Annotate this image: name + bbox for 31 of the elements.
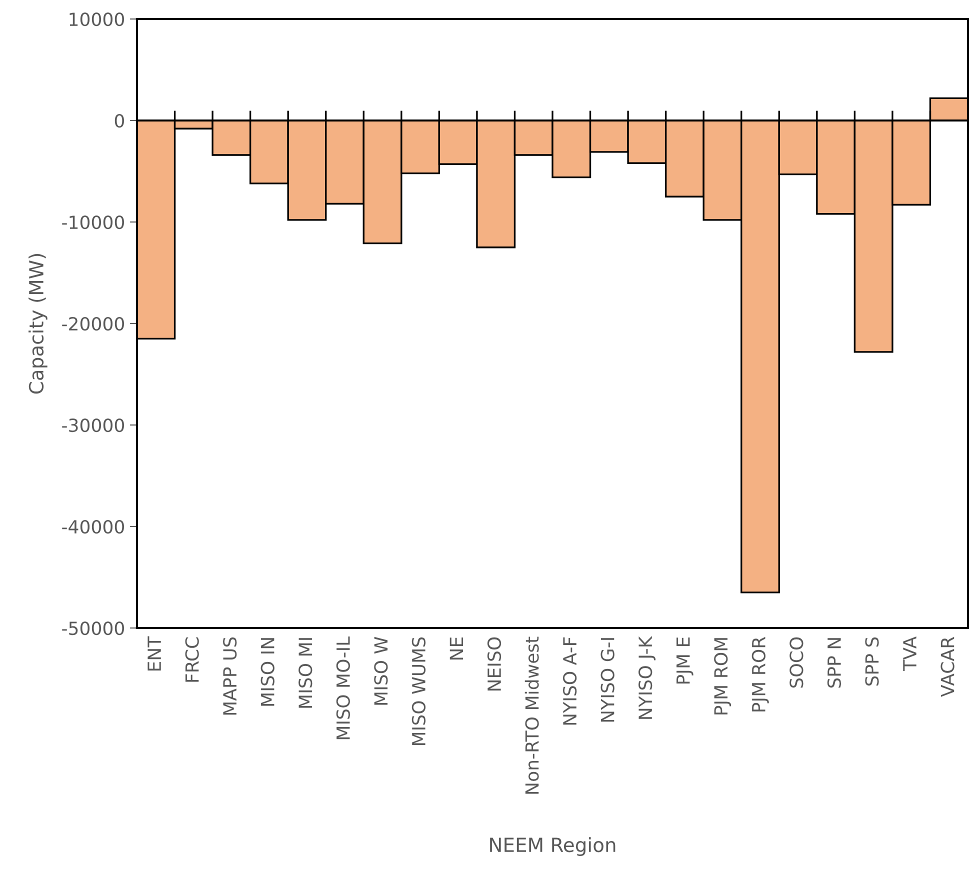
x-tick-label: NE <box>450 637 464 660</box>
x-tick-label: Non-RTO Midwest <box>524 636 539 794</box>
x-tick-label: SPP S <box>865 637 879 686</box>
x-tick-label: MISO IN <box>260 638 274 706</box>
x-tick-label: MISO MI <box>298 638 312 708</box>
x-tick-label: PJM ROR <box>752 636 769 712</box>
x-tick-label: MISO WUMS <box>412 637 426 745</box>
x-tick-label: MISO W <box>374 636 388 705</box>
x-tick-label: NYISO J-K <box>638 636 656 719</box>
y-axis-title: Capacity (MW) <box>28 254 48 394</box>
x-tick-label: SOCO <box>790 637 804 688</box>
y-tick-label: -50000 <box>62 621 124 636</box>
x-tick-label: MISO MO-IL <box>336 636 350 740</box>
y-tick-label: -40000 <box>62 520 124 534</box>
y-tick-label: 0 <box>114 114 124 128</box>
x-tick-label: NYISO A-F <box>562 637 577 725</box>
x-tick-label: ENT <box>148 636 161 671</box>
y-tick-label: -30000 <box>62 418 124 432</box>
x-tick-label: VACAR <box>940 636 954 697</box>
y-tick-label: -10000 <box>62 215 124 230</box>
x-tick-label: PJM ROM <box>714 638 732 714</box>
x-tick-label: NYISO G-I <box>600 638 614 722</box>
x-axis-title: NEEM Region <box>490 837 616 856</box>
y-tick-label: 10000 <box>70 12 124 26</box>
x-tick-label: SPP N <box>827 638 842 688</box>
x-tick-label: NEISO <box>487 637 502 690</box>
y-tick-label: -20000 <box>62 316 124 331</box>
x-tick-label: FRCC <box>185 637 199 682</box>
x-tick-label: PJM E <box>676 637 694 684</box>
x-tick-label: TVA <box>903 636 916 671</box>
x-tick-label: MAPP US <box>223 637 237 715</box>
